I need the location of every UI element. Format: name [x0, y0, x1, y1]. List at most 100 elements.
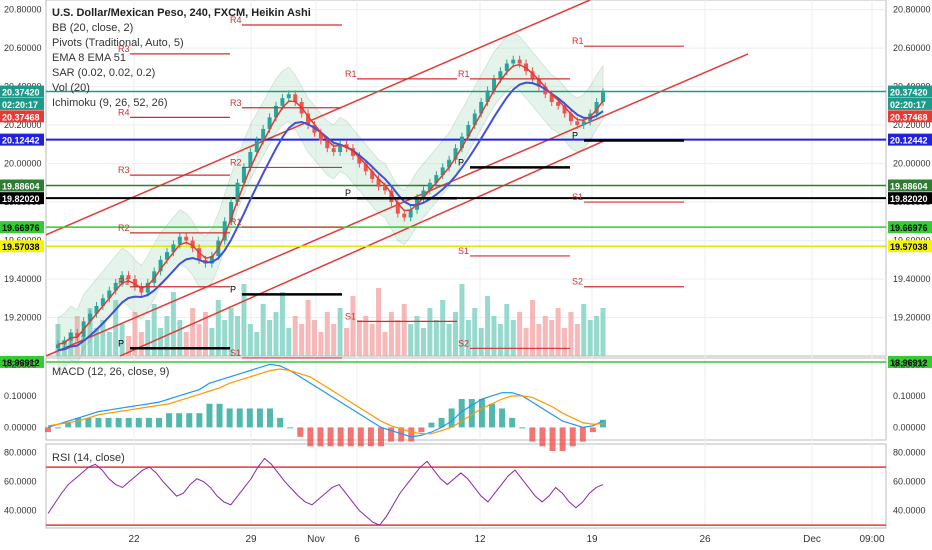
indicator-bb[interactable]: BB (20, close, 2) — [52, 22, 134, 34]
candle — [395, 202, 400, 214]
volume-bar — [209, 328, 215, 356]
volume-bar — [574, 324, 580, 356]
volume-bar — [324, 312, 330, 356]
candle — [248, 152, 253, 168]
macd-title[interactable]: MACD (12, 26, close, 9) — [52, 366, 170, 378]
price-tag-right — [888, 179, 932, 192]
macd-y-tick-right: 0.00000 — [893, 422, 926, 432]
macd-histogram-bar — [85, 417, 92, 428]
candle — [254, 140, 259, 153]
x-tick-label: 29 — [245, 534, 257, 545]
volume-bar — [529, 300, 535, 356]
macd-y-tick-left: 0.10000 — [4, 391, 37, 401]
indicator-ema[interactable]: EMA 8 EMA 51 — [52, 52, 126, 64]
price-tag-left — [0, 221, 44, 234]
x-tick-label: 12 — [474, 534, 486, 545]
macd-line — [47, 363, 604, 438]
volume-bar — [376, 288, 382, 356]
macd-histogram-bar — [115, 417, 122, 428]
candle — [318, 132, 323, 141]
price-tag-left — [0, 355, 44, 368]
indicator-ichimoku[interactable]: Ichimoku (9, 26, 52, 26) — [52, 97, 168, 109]
rsi-y-tick-right: 60.0000 — [893, 477, 926, 487]
volume-bar — [145, 320, 151, 356]
candle — [453, 148, 458, 160]
volume-bar — [459, 284, 465, 356]
volume-bar — [600, 308, 606, 356]
price-tag-right-label: 19.57038 — [890, 242, 928, 252]
candle — [357, 155, 362, 164]
volume-bar — [228, 308, 234, 356]
indicator-sar[interactable]: SAR (0.02, 0.02, 0.2) — [52, 67, 156, 79]
candle — [107, 290, 112, 299]
volume-bar — [388, 312, 394, 356]
macd-histogram-bar — [256, 408, 263, 428]
volume-bar — [420, 328, 426, 356]
candle — [171, 244, 176, 253]
volume-bar — [408, 324, 414, 356]
macd-histogram-bar — [216, 403, 223, 428]
volume-bar — [235, 316, 241, 356]
pivot-label: S2 — [458, 338, 469, 348]
macd-histogram-bar — [156, 417, 162, 428]
macd-histogram-bar — [559, 427, 566, 452]
price-tag-left — [0, 85, 44, 98]
volume-bar — [440, 300, 446, 356]
candle — [556, 101, 561, 106]
pivot-label: P — [345, 188, 351, 198]
volume-bar — [395, 320, 401, 356]
rsi-y-tick-right: 80.0000 — [893, 448, 926, 458]
candle — [459, 136, 464, 149]
volume-bar — [81, 336, 87, 356]
y-tick-label-left: 20.20000 — [4, 120, 42, 130]
candle — [485, 90, 490, 102]
price-tag-left-label: 19.82020 — [2, 194, 40, 204]
macd-histogram-bar — [478, 399, 485, 428]
macd-histogram-bar — [337, 427, 344, 447]
candle — [472, 113, 477, 126]
price-tag-left-label: 19.66976 — [2, 223, 40, 233]
candle — [113, 282, 118, 291]
candle — [209, 255, 214, 264]
rsi-y-tick-left: 80.0000 — [4, 448, 37, 458]
volume-bar — [427, 308, 433, 356]
volume-bar — [555, 308, 561, 356]
volume-bar — [222, 320, 228, 356]
price-tag-right — [888, 133, 932, 146]
candle — [306, 113, 311, 126]
indicator-pivots[interactable]: Pivots (Traditional, Auto, 5) — [52, 37, 184, 49]
pivot-label: R2 — [230, 157, 242, 167]
candle — [466, 125, 471, 137]
volume-bar — [170, 292, 176, 356]
volume-bar — [106, 332, 112, 356]
macd-histogram-bar — [145, 417, 152, 428]
candle — [447, 159, 452, 168]
macd-histogram-bar — [398, 427, 405, 442]
volume-bar — [254, 332, 260, 356]
channel-mid — [119, 139, 606, 357]
price-tag-left-label: 02:20:17 — [2, 100, 38, 110]
candle — [190, 240, 195, 249]
price-tag-left-label: 20.12442 — [2, 136, 40, 146]
volume-bar — [318, 332, 324, 356]
volume-bar — [453, 312, 459, 356]
price-tag-right — [888, 85, 932, 98]
macd-histogram-bar — [579, 427, 586, 442]
indicator-vol[interactable]: Vol (20) — [52, 82, 90, 94]
macd-histogram-bar — [45, 427, 51, 433]
rsi-title[interactable]: RSI (14, close) — [52, 452, 125, 464]
price-tag-right-label: 19.66976 — [890, 223, 928, 233]
volume-bar — [497, 324, 503, 356]
volume-bar — [472, 308, 478, 356]
candle — [517, 59, 522, 64]
volume-bar — [177, 320, 183, 356]
candle — [492, 78, 496, 91]
macd-histogram-bar — [236, 408, 243, 428]
y-tick-label-right: 19.40000 — [893, 274, 931, 284]
candle — [376, 178, 381, 187]
price-tag-right-label: 20.12442 — [890, 136, 928, 146]
volume-bar — [478, 328, 484, 356]
candle — [331, 148, 336, 153]
macd-y-tick-left: 0.20000 — [4, 359, 37, 369]
